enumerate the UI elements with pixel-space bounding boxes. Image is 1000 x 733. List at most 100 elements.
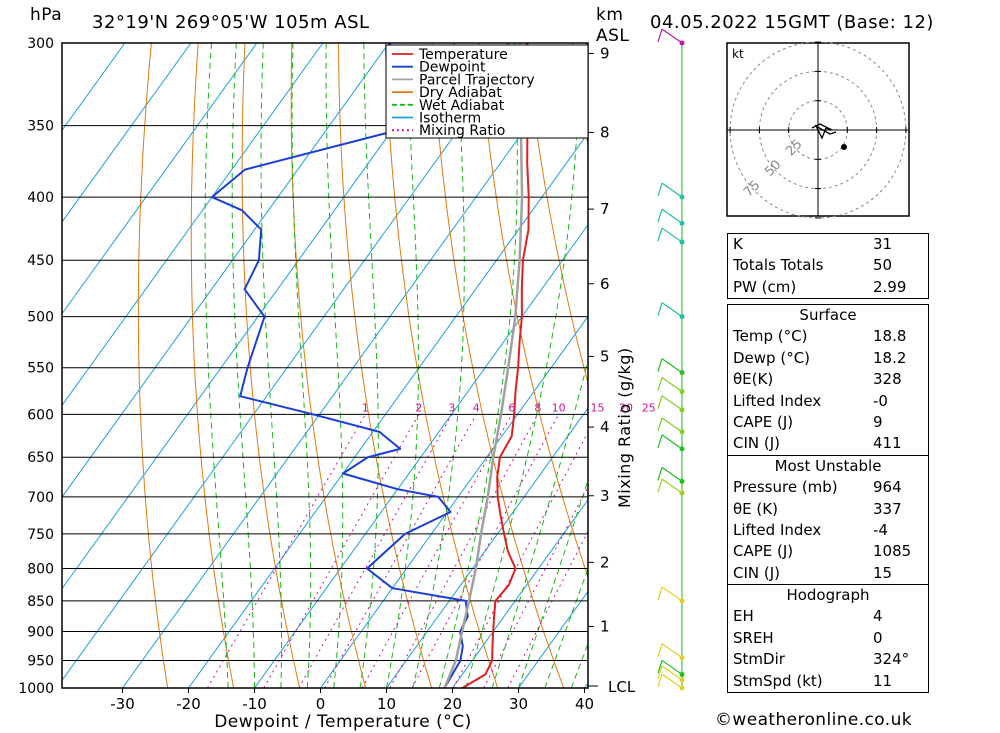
- pressure-tick-label: 1000: [18, 681, 54, 697]
- wind-barb-flag: [657, 377, 663, 391]
- mu-value: 964: [873, 478, 902, 497]
- index-value: 31: [873, 235, 893, 253]
- legend-box: [385, 44, 589, 139]
- wet-adiabat-line: [260, 43, 282, 688]
- wind-barb-flag: [657, 182, 663, 197]
- pressure-tick-label: 550: [27, 361, 54, 377]
- hodograph-trace: [811, 123, 837, 140]
- surface-label: CIN (J): [733, 434, 781, 453]
- wind-barb: [661, 673, 683, 689]
- wind-barb: [661, 478, 683, 494]
- hodo-label: StmDir: [733, 650, 785, 669]
- mixing-ratio-label: 3: [448, 401, 455, 414]
- wind-barb-dot: [679, 429, 685, 435]
- legend-label: Temperature: [418, 47, 508, 63]
- wind-barb: [661, 417, 683, 433]
- wind-barb: [661, 182, 683, 198]
- isotherm-line: [122, 43, 588, 688]
- mixing-ratio-line: [452, 431, 588, 688]
- parcel-trajectory-line: [443, 43, 524, 688]
- index-value: 50: [873, 256, 893, 275]
- dry-adiabat-line: [987, 25, 1000, 688]
- pressure-tick-label: 500: [27, 310, 54, 326]
- wind-barb: [661, 395, 683, 411]
- mixing-ratio-label: 6: [508, 401, 515, 414]
- isotherm-line: [62, 43, 192, 223]
- temp-tick-label: 10: [377, 695, 396, 713]
- wind-barb-dot: [679, 671, 685, 677]
- legend-label: Dry Adiabat: [419, 85, 502, 101]
- wind-barb: [661, 659, 683, 675]
- wind-barb-dot: [679, 446, 685, 452]
- wind-barb-flag: [657, 673, 663, 688]
- copyright-footer[interactable]: ©weatheronline.co.uk: [715, 710, 913, 730]
- hodograph-unit-label: kt: [732, 47, 744, 61]
- dry-adiabat-line: [525, 43, 588, 385]
- mu-label: CAPE (J): [733, 542, 794, 561]
- index-row-k: K 31: [728, 234, 928, 255]
- mu-value: 1085: [873, 542, 912, 561]
- wind-barb: [661, 466, 683, 482]
- height-tick-label: 6: [600, 275, 610, 293]
- dry-adiabat-line: [941, 25, 1000, 688]
- wet-adiabat-line: [544, 567, 588, 688]
- index-row-tt: Totals Totals 50: [728, 255, 928, 276]
- isotherm-line: [386, 407, 588, 688]
- wind-barb-dot: [679, 685, 685, 691]
- wind-barb-flag: [657, 586, 663, 601]
- wind-barb-dot: [679, 677, 685, 683]
- isotherm-line: [62, 43, 522, 682]
- wind-barb-flag: [657, 395, 663, 410]
- surface-label: θE(K): [733, 370, 774, 389]
- height-tick-label: 3: [600, 487, 610, 505]
- isotherm-line: [254, 223, 588, 688]
- wind-barb: [661, 434, 683, 450]
- wind-barb: [661, 28, 683, 44]
- height-tick-label: 9: [600, 44, 610, 62]
- mu-label: CIN (J): [733, 563, 781, 582]
- wind-barb-flag: [657, 665, 663, 680]
- hodograph-title: Hodograph: [728, 584, 928, 606]
- storm-motion-dot: [841, 144, 847, 150]
- mu-value: -4: [873, 520, 888, 539]
- height-tick-label: 8: [600, 123, 610, 141]
- surface-label: CAPE (J): [733, 412, 794, 431]
- temp-tick-label: -30: [110, 695, 135, 713]
- wind-barb-flag: [657, 302, 663, 316]
- legend-label: Mixing Ratio: [419, 123, 505, 139]
- temp-tick-label: -10: [242, 695, 267, 713]
- dry-adiabat-line: [241, 43, 301, 688]
- wind-barb-flag: [657, 209, 663, 223]
- mixing-ratio-label: 2: [415, 401, 422, 414]
- surface-value: 18.8: [873, 327, 907, 346]
- legend-label: Parcel Trajectory: [419, 72, 535, 88]
- temp-tick-label: 40: [575, 695, 594, 713]
- hodo-label: EH: [733, 607, 754, 626]
- temp-tick-label: 0: [316, 695, 326, 713]
- wind-barb: [661, 643, 683, 659]
- mixing-ratio-label: 25: [642, 401, 656, 414]
- wet-adiabat-line: [518, 478, 588, 688]
- plot-frame: [61, 42, 589, 689]
- mixing-ratio-line: [324, 414, 477, 688]
- dewpoint-line: [210, 43, 469, 688]
- pressure-tick-label: 400: [27, 190, 54, 206]
- pressure-tick-label: 700: [27, 490, 54, 506]
- wind-barb: [661, 358, 683, 374]
- surface-value: 411: [873, 434, 902, 453]
- wind-barb-dot: [679, 389, 685, 395]
- wet-adiabat-line: [325, 43, 344, 688]
- mu-label: θE (K): [733, 499, 778, 518]
- wind-barb-dot: [679, 407, 685, 413]
- pressure-tick-label: 350: [27, 119, 54, 135]
- wind-barb-dot: [679, 239, 685, 245]
- datetime-title: 04.05.2022 15GMT (Base: 12): [650, 12, 934, 33]
- surface-table: Surface Temp (°C) 18.8 Dewp (°C) 18.2 θE(K…: [727, 304, 929, 694]
- wind-barb-dot: [679, 314, 685, 320]
- height-tick-label: 7: [600, 200, 610, 218]
- wind-barb-flag: [657, 28, 663, 43]
- index-value: 2.99: [873, 277, 907, 296]
- dry-adiabat-line: [384, 43, 499, 688]
- index-label: PW (cm): [733, 277, 797, 296]
- pressure-tick-label: 750: [27, 527, 54, 543]
